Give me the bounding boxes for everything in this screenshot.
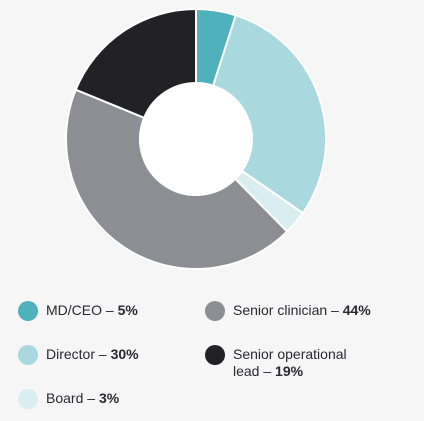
legend-value-board: 3% xyxy=(98,390,120,406)
legend-item-senior-operational-lead: Senior operational lead – 19% xyxy=(205,345,355,380)
legend-item-board: Board – 3% xyxy=(18,389,198,409)
donut-chart xyxy=(65,7,327,270)
legend-value-senior-clinician: 44% xyxy=(342,302,371,318)
legend-swatch-board xyxy=(18,389,38,409)
legend-label-senior-operational-lead: Senior operational lead – xyxy=(233,346,347,379)
legend-label-director: Director – xyxy=(46,346,107,362)
legend-item-senior-clinician: Senior clinician – 44% xyxy=(205,301,420,321)
chart-legend: MD/CEO – 5% Senior clinician – 44% Direc… xyxy=(0,292,424,421)
legend-label-md-ceo: MD/CEO – xyxy=(46,302,114,318)
legend-swatch-director xyxy=(18,345,38,365)
legend-label-senior-clinician: Senior clinician – xyxy=(233,302,339,318)
legend-value-md-ceo: 5% xyxy=(117,302,138,318)
legend-item-director: Director – 30% xyxy=(18,345,198,365)
legend-item-md-ceo: MD/CEO – 5% xyxy=(18,301,198,321)
legend-swatch-senior-operational-lead xyxy=(205,345,225,365)
legend-swatch-senior-clinician xyxy=(205,301,225,321)
legend-label-board: Board – xyxy=(46,390,96,406)
legend-swatch-md-ceo xyxy=(18,301,38,321)
legend-value-senior-operational-lead: 19% xyxy=(275,363,304,379)
legend-value-director: 30% xyxy=(110,346,139,362)
donut-center-hole xyxy=(140,83,252,195)
